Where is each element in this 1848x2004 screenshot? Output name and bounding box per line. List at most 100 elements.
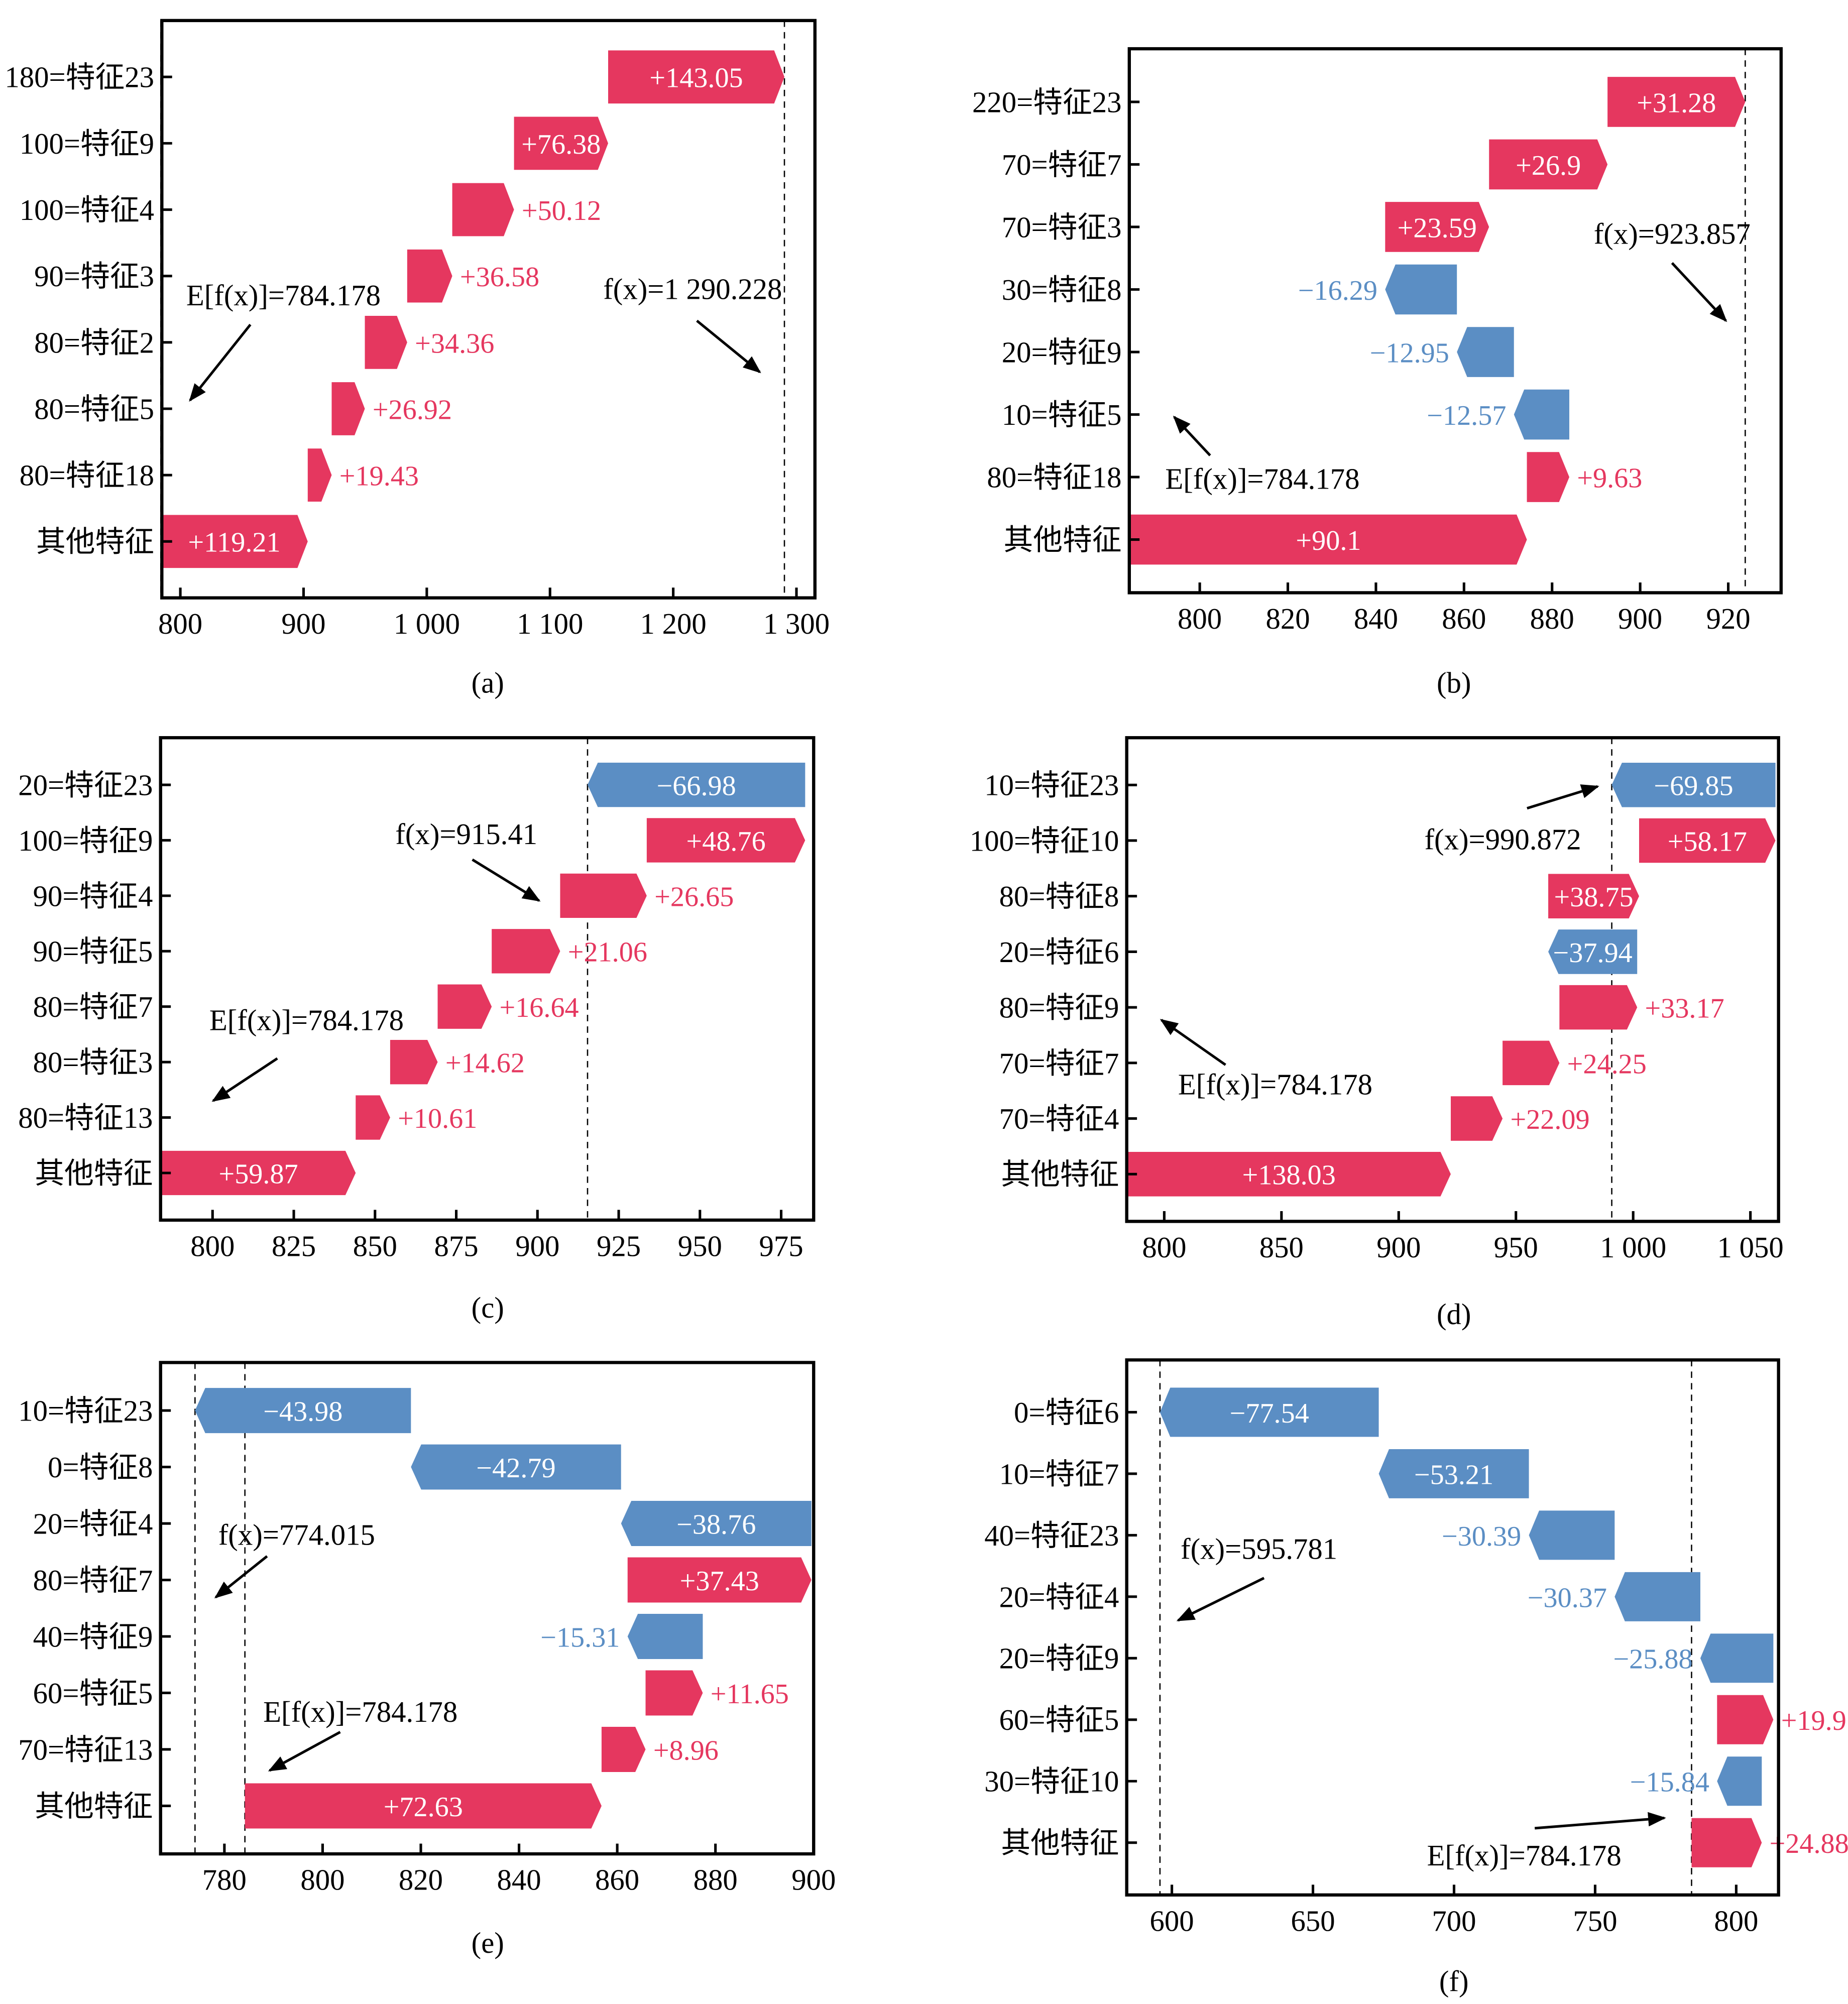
bar-positive xyxy=(1130,514,1527,565)
feature-label: 90=特征5 xyxy=(33,935,153,968)
bar-value-label: +143.05 xyxy=(649,63,743,94)
bar-value-label: +26.92 xyxy=(373,394,452,425)
feature-label: 20=特征9 xyxy=(1002,336,1122,369)
feature-label: 30=特征10 xyxy=(984,1765,1119,1798)
bar-value-label: −30.39 xyxy=(1442,1521,1521,1552)
bar-positive xyxy=(1548,874,1639,918)
feature-label: 0=特征6 xyxy=(1014,1396,1119,1429)
feature-label: 20=特征4 xyxy=(33,1507,153,1540)
bar-negative xyxy=(1385,264,1457,315)
plot-frame xyxy=(1125,1358,1780,1897)
x-tick-label: 800 xyxy=(300,1864,344,1897)
feature-label: 0=特征8 xyxy=(48,1451,153,1484)
bar-negative xyxy=(587,762,805,807)
output-arrow-icon xyxy=(1527,784,1599,810)
output-value-annotation: f(x)=990.872 xyxy=(1424,823,1581,856)
bar-positive xyxy=(1503,1040,1560,1086)
feature-label: 80=特征2 xyxy=(34,326,154,359)
feature-label: 其他特征 xyxy=(1001,1827,1119,1859)
bar-value-label: −15.31 xyxy=(540,1622,620,1653)
bar-positive xyxy=(1127,1152,1451,1197)
x-tick-label: 900 xyxy=(515,1230,559,1262)
bar-positive xyxy=(514,116,609,170)
feature-label: 80=特征3 xyxy=(33,1046,153,1079)
bar-value-label: −15.84 xyxy=(1630,1767,1709,1798)
feature-label: 10=特征23 xyxy=(984,769,1119,802)
feature-label: 70=特征7 xyxy=(999,1047,1119,1080)
bar-positive xyxy=(601,1726,646,1772)
feature-label: 20=特征23 xyxy=(18,769,153,801)
feature-label: 180=特征23 xyxy=(5,61,154,94)
feature-label: 其他特征 xyxy=(35,1790,153,1823)
feature-label: 70=特征3 xyxy=(1002,211,1122,244)
bar-value-label: −42.79 xyxy=(476,1453,555,1484)
x-tick-label: 860 xyxy=(1442,603,1486,635)
bar-positive xyxy=(1385,202,1489,252)
bar-value-label: −12.57 xyxy=(1427,400,1506,431)
bar-value-label: +90.1 xyxy=(1296,525,1361,556)
bar-positive xyxy=(627,1557,812,1603)
chart-panel-a: +119.21 其他特征 +19.43 80=特征18 +26.92 80=特征5 +34.… xyxy=(5,19,830,699)
output-arrow-icon xyxy=(472,858,541,902)
bar-value-label: +21.06 xyxy=(568,937,647,968)
bar-positive xyxy=(1717,1695,1774,1744)
bar-negative xyxy=(1529,1510,1615,1560)
base-value-annotation: E[f(x)]=784.178 xyxy=(1165,462,1359,495)
bar-value-label: +11.65 xyxy=(711,1679,789,1710)
bar-negative xyxy=(1548,929,1638,974)
plot-frame xyxy=(160,19,817,600)
x-tick-label: 700 xyxy=(1432,1905,1476,1937)
base-arrow-icon xyxy=(1160,1019,1226,1066)
panel-caption: (c) xyxy=(472,1291,504,1324)
bar-negative xyxy=(1378,1449,1529,1498)
bar-positive xyxy=(1489,139,1608,190)
bar-value-label: −43.98 xyxy=(263,1396,342,1428)
bar-positive xyxy=(161,515,308,568)
output-value-annotation: f(x)=1 290.228 xyxy=(603,273,782,305)
bar-negative xyxy=(621,1501,812,1547)
base-arrow-icon xyxy=(211,1057,278,1102)
bar-positive xyxy=(1639,818,1776,863)
x-tick-label: 1 000 xyxy=(394,608,460,640)
feature-label: 60=特征5 xyxy=(33,1677,153,1710)
x-tick-label: 1 050 xyxy=(1717,1231,1784,1264)
x-tick-label: 975 xyxy=(759,1230,803,1262)
bar-negative xyxy=(1717,1756,1762,1806)
bar-value-label: +24.25 xyxy=(1567,1048,1647,1080)
base-value-annotation: E[f(x)]=784.178 xyxy=(209,1004,404,1037)
bar-value-label: +14.62 xyxy=(445,1048,525,1079)
feature-label: 其他特征 xyxy=(36,526,154,558)
output-value-annotation: f(x)=595.781 xyxy=(1181,1533,1337,1565)
bar-value-label: +119.21 xyxy=(188,527,280,558)
bar-value-label: +59.87 xyxy=(219,1158,298,1190)
bar-positive xyxy=(407,249,452,303)
feature-label: 80=特征13 xyxy=(18,1102,153,1134)
x-tick-label: 750 xyxy=(1573,1905,1617,1937)
bar-value-label: +26.9 xyxy=(1516,150,1581,181)
x-tick-label: 900 xyxy=(281,608,325,640)
x-tick-label: 600 xyxy=(1150,1905,1194,1937)
base-value-annotation: E[f(x)]=784.178 xyxy=(186,279,381,312)
chart-panel-d: +138.03 其他特征 +22.09 70=特征4 +24.25 70=特征7 +33.1… xyxy=(970,736,1784,1331)
x-tick-label: 840 xyxy=(1354,603,1398,635)
feature-label: 10=特征5 xyxy=(1002,399,1122,431)
bar-positive xyxy=(390,1039,438,1085)
base-arrow-icon xyxy=(1535,1812,1666,1830)
panel-caption: (e) xyxy=(472,1927,504,1959)
x-tick-label: 900 xyxy=(1618,603,1662,635)
x-tick-label: 900 xyxy=(791,1864,836,1897)
bar-negative xyxy=(1611,762,1776,807)
bar-value-label: +10.61 xyxy=(398,1103,477,1134)
bar-positive xyxy=(245,1783,602,1829)
bar-positive xyxy=(645,1670,703,1716)
x-tick-label: 850 xyxy=(353,1230,397,1262)
feature-label: 30=特征8 xyxy=(1002,274,1122,306)
feature-label: 其他特征 xyxy=(1001,1158,1119,1191)
feature-label: 10=特征7 xyxy=(999,1458,1119,1490)
base-value-annotation: E[f(x)]=784.178 xyxy=(1427,1839,1622,1872)
output-arrow-icon xyxy=(696,319,761,374)
feature-label: 70=特征13 xyxy=(18,1733,153,1766)
feature-label: 70=特征4 xyxy=(999,1103,1119,1135)
x-tick-label: 880 xyxy=(1530,603,1574,635)
